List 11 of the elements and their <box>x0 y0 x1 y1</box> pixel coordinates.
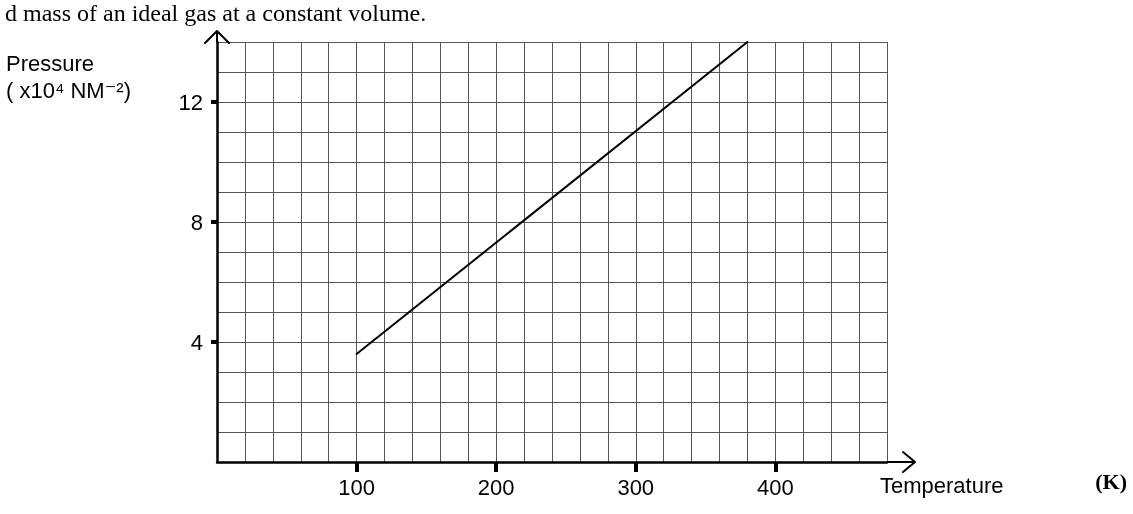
y-tick-label: 4 <box>190 329 203 355</box>
x-tick-label: 100 <box>338 474 375 500</box>
x-tick-label: 300 <box>617 474 655 500</box>
y-tick-label: 12 <box>178 89 203 115</box>
x-tick-label: 400 <box>756 474 794 500</box>
y-tick-label: 8 <box>190 209 203 235</box>
y-axis-title: Pressure ( x10⁴ NM⁻²) <box>6 51 131 103</box>
x-tick-label: 200 <box>477 474 515 500</box>
chart-title: d mass of an ideal gas at a constant volume. <box>5 0 427 26</box>
x-axis-title: Temperature <box>880 472 1004 498</box>
text: (K) <box>1095 468 1127 494</box>
